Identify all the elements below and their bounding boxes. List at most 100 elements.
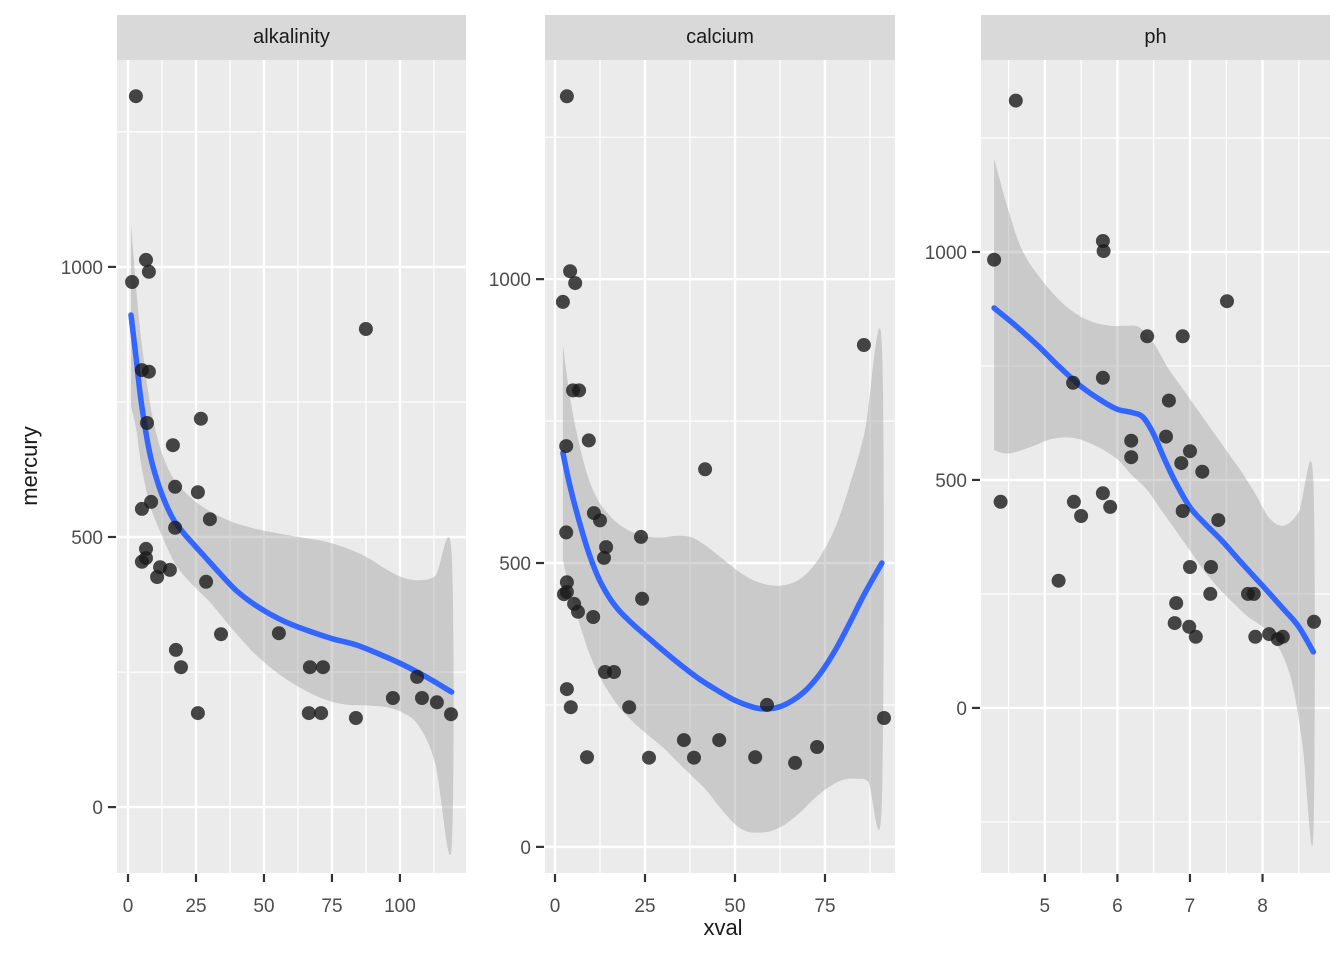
data-point <box>1203 586 1218 601</box>
data-point <box>635 591 650 606</box>
facet-strip-label: ph <box>1144 26 1167 48</box>
data-point <box>202 512 217 527</box>
data-point <box>162 562 177 577</box>
facet-strip-ph: ph <box>981 15 1330 60</box>
data-point <box>1159 429 1173 444</box>
data-point <box>597 550 611 565</box>
data-point <box>174 660 188 675</box>
data-point <box>642 750 656 765</box>
data-point <box>559 575 574 590</box>
x-tick-label: 25 <box>185 896 206 917</box>
data-point <box>748 750 763 765</box>
data-point <box>634 529 648 544</box>
data-point <box>348 711 363 725</box>
data-point <box>1124 433 1139 448</box>
x-tick-label: 0 <box>123 896 134 917</box>
x-tick-label: 6 <box>1112 896 1123 917</box>
data-point <box>557 587 571 602</box>
panel-bg <box>981 60 1330 873</box>
data-point <box>139 252 153 267</box>
data-point <box>877 711 891 725</box>
data-point <box>571 604 585 619</box>
smooth-line <box>560 450 885 712</box>
x-tick-label: 8 <box>1257 896 1268 917</box>
data-point <box>1095 486 1110 501</box>
data-point <box>1167 616 1182 631</box>
facet-strip-calcium: calcium <box>545 15 895 60</box>
panel-data-layer <box>555 89 891 833</box>
data-point <box>607 665 621 679</box>
data-point <box>599 540 614 555</box>
data-point <box>1074 509 1089 523</box>
data-point <box>1066 375 1081 390</box>
ci-band <box>562 328 884 833</box>
y-tick-label: 500 <box>935 471 967 492</box>
data-point <box>987 252 1002 267</box>
data-point <box>559 439 574 454</box>
data-point <box>134 501 149 516</box>
data-point <box>1008 93 1023 108</box>
data-point <box>1195 464 1210 479</box>
data-point <box>134 554 149 569</box>
x-tick-label: 50 <box>724 896 745 917</box>
data-point <box>563 264 578 279</box>
data-point <box>141 364 156 379</box>
data-point <box>199 574 214 589</box>
data-point <box>856 338 871 352</box>
data-point <box>429 695 444 710</box>
y-axis-title: mercury <box>17 426 42 506</box>
data-point <box>150 570 165 584</box>
y-tick-label: 1000 <box>925 243 967 264</box>
x-tick-label: 7 <box>1185 896 1196 917</box>
data-point <box>193 411 208 426</box>
x-tick-label: 5 <box>1040 896 1051 917</box>
data-point <box>993 494 1008 509</box>
data-point <box>1175 329 1190 344</box>
facet-strip-label: alkalinity <box>253 26 330 48</box>
data-point <box>415 691 429 705</box>
data-point <box>1169 596 1184 611</box>
data-point <box>1188 629 1203 644</box>
data-point <box>555 294 570 309</box>
data-point <box>572 383 587 398</box>
facet-strip-label: calcium <box>686 26 754 48</box>
data-point <box>1204 560 1218 574</box>
data-point <box>1161 393 1176 408</box>
data-point <box>676 733 691 748</box>
data-point <box>1140 329 1155 344</box>
data-point <box>1246 586 1261 601</box>
data-point <box>302 660 317 675</box>
panel-data-layer <box>125 89 458 856</box>
y-tick-label: 500 <box>499 554 531 575</box>
data-point <box>410 669 425 684</box>
data-point <box>1183 560 1197 574</box>
data-point <box>559 525 574 540</box>
y-tick-label: 0 <box>520 838 531 859</box>
data-point <box>1051 573 1066 588</box>
data-point <box>140 416 154 430</box>
data-point <box>563 700 578 715</box>
x-tick-label: 100 <box>384 896 416 917</box>
data-point <box>1103 499 1118 514</box>
data-point <box>1211 513 1226 528</box>
data-point <box>168 479 183 494</box>
data-point <box>271 626 286 641</box>
data-point <box>559 89 574 104</box>
x-tick-label: 75 <box>321 896 342 917</box>
smooth-line <box>991 305 1317 655</box>
data-point <box>168 520 183 535</box>
data-point <box>168 642 183 657</box>
data-point <box>1095 370 1110 385</box>
data-point <box>1275 629 1290 644</box>
data-point <box>1124 450 1139 465</box>
data-point <box>687 750 701 765</box>
x-tick-label: 75 <box>814 896 835 917</box>
ci-band <box>131 223 454 856</box>
data-point <box>1175 504 1190 518</box>
data-point <box>593 513 607 528</box>
y-tick-label: 500 <box>71 528 103 549</box>
x-tick-label: 0 <box>550 896 561 917</box>
data-point <box>1182 619 1197 634</box>
